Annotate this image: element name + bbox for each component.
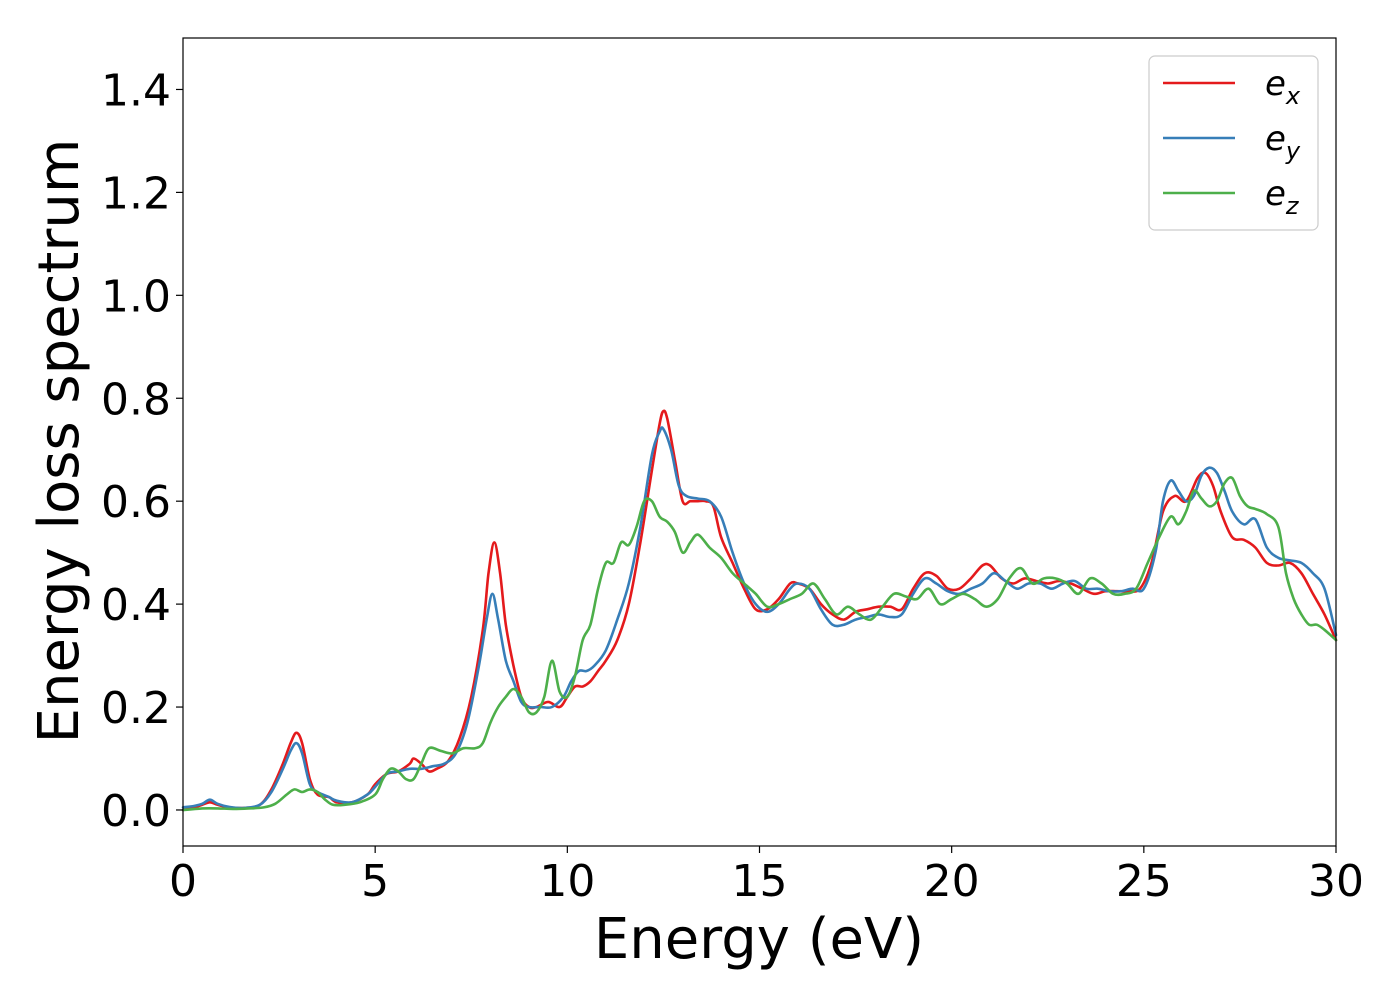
x-tick-label: 25	[1116, 856, 1172, 907]
x-tick-label: 20	[924, 856, 980, 907]
x-tick-label: 0	[169, 856, 197, 907]
y-tick-label: 0.0	[101, 786, 171, 837]
x-axis-title: Energy (eV)	[594, 907, 924, 972]
legend-label-z: ez	[1265, 174, 1300, 220]
legend-label-x: ex	[1265, 64, 1301, 110]
legend: ex ey ez	[1148, 55, 1319, 231]
series-line-x	[181, 409, 1338, 812]
y-tick-label: 1.0	[101, 271, 171, 322]
series-line-y	[181, 426, 1338, 810]
series-line-z	[181, 476, 1338, 812]
y-tick-label: 0.6	[101, 477, 171, 528]
y-tick-label: 0.2	[101, 683, 171, 734]
y-tick-label: 1.4	[101, 65, 171, 116]
legend-label-y: ey	[1265, 119, 1301, 165]
y-tick-label: 1.2	[101, 168, 171, 219]
x-tick-label: 30	[1308, 856, 1364, 907]
y-axis-title: Energy loss spectrum	[27, 139, 92, 744]
y-tick-label: 0.8	[101, 374, 171, 425]
y-tick-label: 0.4	[101, 580, 171, 631]
x-tick-label: 15	[732, 856, 788, 907]
legend-box	[1148, 55, 1319, 231]
x-tick-label: 5	[361, 856, 389, 907]
x-tick-label: 10	[539, 856, 595, 907]
